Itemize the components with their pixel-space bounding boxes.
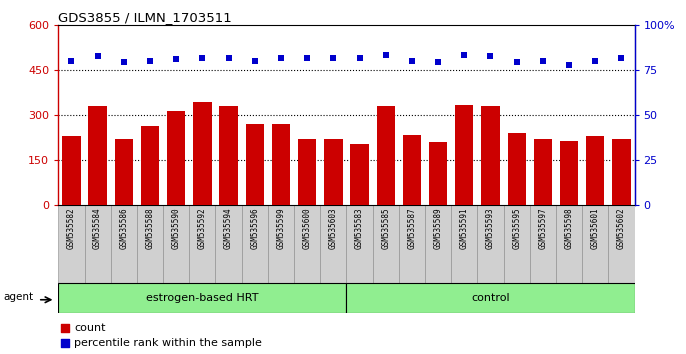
Point <box>433 59 444 65</box>
Bar <box>399 205 425 283</box>
Text: GSM535599: GSM535599 <box>276 208 285 249</box>
Text: percentile rank within the sample: percentile rank within the sample <box>75 338 262 348</box>
Text: GSM535586: GSM535586 <box>119 208 128 249</box>
Bar <box>110 205 137 283</box>
Text: GSM535582: GSM535582 <box>67 208 76 249</box>
Bar <box>189 205 215 283</box>
Text: control: control <box>471 293 510 303</box>
Point <box>171 57 182 62</box>
Bar <box>556 205 582 283</box>
Text: GSM535593: GSM535593 <box>486 208 495 249</box>
Bar <box>403 135 421 205</box>
Bar <box>586 136 604 205</box>
Text: GSM535596: GSM535596 <box>250 208 259 249</box>
Text: GSM535594: GSM535594 <box>224 208 233 249</box>
Text: GSM535603: GSM535603 <box>329 208 338 249</box>
Bar <box>58 205 84 283</box>
Bar <box>62 136 80 205</box>
Bar <box>137 205 163 283</box>
Bar <box>534 139 552 205</box>
Text: GSM535585: GSM535585 <box>381 208 390 249</box>
Text: GDS3855 / ILMN_1703511: GDS3855 / ILMN_1703511 <box>58 11 232 24</box>
Text: GSM535590: GSM535590 <box>172 208 180 249</box>
Text: GSM535601: GSM535601 <box>591 208 600 249</box>
Bar <box>346 205 372 283</box>
Text: GSM535600: GSM535600 <box>303 208 311 249</box>
Text: GSM535595: GSM535595 <box>512 208 521 249</box>
Bar <box>455 104 473 205</box>
Text: GSM535592: GSM535592 <box>198 208 207 249</box>
Bar <box>220 106 238 205</box>
Bar <box>372 205 399 283</box>
Bar <box>193 102 211 205</box>
Point <box>564 63 575 68</box>
Bar <box>346 283 635 313</box>
Point <box>485 53 496 59</box>
Bar <box>268 205 294 283</box>
Point <box>511 59 522 65</box>
Point <box>380 52 391 58</box>
Text: GSM535589: GSM535589 <box>434 208 442 249</box>
Text: GSM535587: GSM535587 <box>407 208 416 249</box>
Text: GSM535584: GSM535584 <box>93 208 102 249</box>
Point <box>60 341 71 346</box>
Text: GSM535597: GSM535597 <box>539 208 547 249</box>
Text: agent: agent <box>3 292 33 302</box>
Point <box>249 58 260 64</box>
Point <box>590 58 601 64</box>
Text: GSM535591: GSM535591 <box>460 208 469 249</box>
Text: GSM535588: GSM535588 <box>145 208 154 249</box>
Bar <box>482 106 499 205</box>
Bar <box>294 205 320 283</box>
Point <box>66 58 77 64</box>
Bar <box>272 124 290 205</box>
Bar <box>608 205 635 283</box>
Bar <box>141 126 159 205</box>
Point <box>328 55 339 61</box>
Bar <box>84 205 110 283</box>
Text: estrogen-based HRT: estrogen-based HRT <box>146 293 259 303</box>
Bar <box>451 205 477 283</box>
Point <box>302 55 313 61</box>
Bar <box>215 205 241 283</box>
Bar <box>504 205 530 283</box>
Bar <box>560 141 578 205</box>
Point <box>537 58 548 64</box>
Bar <box>58 283 346 313</box>
Bar <box>88 106 107 205</box>
Bar <box>351 144 368 205</box>
Bar <box>508 133 526 205</box>
Point <box>459 52 470 58</box>
Point <box>197 55 208 61</box>
Bar <box>477 205 504 283</box>
Bar <box>530 205 556 283</box>
Point <box>92 53 103 59</box>
Point <box>406 58 417 64</box>
Text: GSM535602: GSM535602 <box>617 208 626 249</box>
Bar <box>377 106 395 205</box>
Point <box>145 58 156 64</box>
Bar <box>298 139 316 205</box>
Text: count: count <box>75 322 106 332</box>
Point <box>354 55 365 61</box>
Text: GSM535598: GSM535598 <box>565 208 573 249</box>
Bar <box>163 205 189 283</box>
Bar <box>425 205 451 283</box>
Bar <box>582 205 608 283</box>
Point <box>60 325 71 330</box>
Bar <box>429 142 447 205</box>
Point <box>118 59 129 65</box>
Bar <box>324 139 342 205</box>
Bar <box>115 139 133 205</box>
Bar <box>320 205 346 283</box>
Bar <box>613 139 630 205</box>
Bar <box>167 110 185 205</box>
Bar <box>241 205 268 283</box>
Bar <box>246 124 264 205</box>
Point <box>276 55 287 61</box>
Point <box>223 55 234 61</box>
Text: GSM535583: GSM535583 <box>355 208 364 249</box>
Point <box>616 55 627 61</box>
